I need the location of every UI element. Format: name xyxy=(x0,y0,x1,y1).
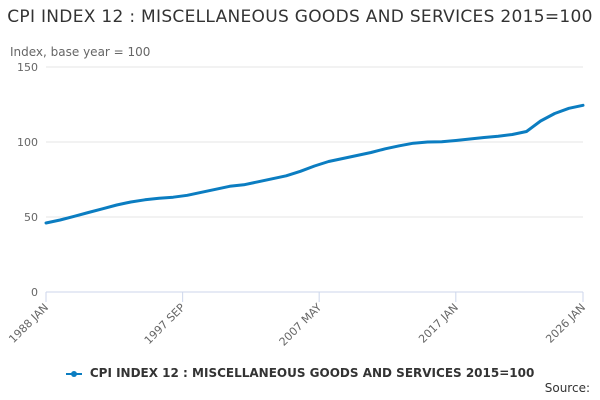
x-tick-label: 2007 MAY xyxy=(277,301,325,349)
series-line xyxy=(44,103,585,225)
chart-title: CPI INDEX 12 : MISCELLANEOUS GOODS AND S… xyxy=(7,7,593,27)
x-tick-label: 1988 JAN xyxy=(6,301,51,346)
x-tick-label: 2017 JAN xyxy=(416,301,461,346)
y-tick-label: 50 xyxy=(24,211,38,224)
legend-label: CPI INDEX 12 : MISCELLANEOUS GOODS AND S… xyxy=(89,366,535,380)
legend[interactable]: CPI INDEX 12 : MISCELLANEOUS GOODS AND S… xyxy=(0,366,600,380)
y-tick-label: 0 xyxy=(31,286,38,299)
source-label: Source: xyxy=(544,381,590,395)
x-tick-label: 2026 JAN xyxy=(543,301,588,346)
x-tick-label: 1997 SEP xyxy=(142,301,188,347)
y-axis-label: Index, base year = 100 xyxy=(10,45,151,59)
legend-swatch xyxy=(65,370,82,377)
y-tick-label: 150 xyxy=(17,61,38,74)
y-tick-label: 100 xyxy=(17,136,38,149)
